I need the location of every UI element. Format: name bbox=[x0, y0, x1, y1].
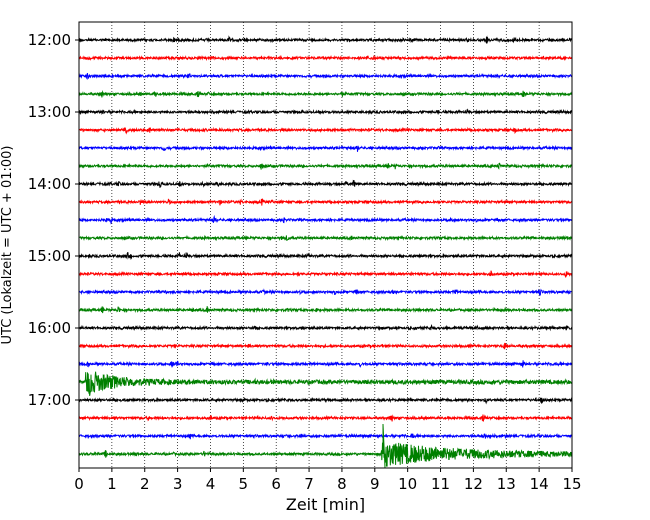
y-axis-label: UTC (Lokalzeit = UTC + 01:00) bbox=[0, 146, 15, 345]
trace-row-19 bbox=[78, 371, 573, 396]
seismic-traces bbox=[78, 35, 573, 469]
x-tick-label: 7 bbox=[304, 475, 314, 493]
x-tick-label: 10 bbox=[398, 475, 417, 493]
trace-row-14 bbox=[78, 288, 573, 296]
x-tick-label: 5 bbox=[239, 475, 249, 493]
trace-row-23 bbox=[78, 423, 573, 469]
x-tick-label: 2 bbox=[140, 475, 150, 493]
x-tick-label: 15 bbox=[562, 475, 581, 493]
trace-row-0 bbox=[78, 35, 573, 45]
y-tick-label: 12:00 bbox=[28, 31, 71, 49]
x-tick-label: 13 bbox=[497, 475, 516, 493]
trace-row-4 bbox=[78, 108, 573, 116]
grid-lines bbox=[111, 22, 540, 468]
trace-row-20 bbox=[78, 396, 573, 405]
trace-row-6 bbox=[78, 144, 573, 152]
trace-row-3 bbox=[78, 89, 573, 98]
x-axis-ticks: 0 1 2 3 4 5 6 7 8 9 10 11 12 13 14 15 bbox=[74, 468, 582, 493]
trace-row-18 bbox=[78, 360, 573, 368]
trace-row-22 bbox=[78, 432, 573, 440]
trace-row-17 bbox=[78, 342, 573, 350]
trace-row-12 bbox=[78, 252, 573, 261]
trace-row-2 bbox=[78, 72, 573, 81]
y-tick-label: 14:00 bbox=[28, 175, 71, 193]
trace-row-8 bbox=[78, 179, 573, 188]
x-axis-label: Zeit [min] bbox=[286, 495, 365, 514]
trace-row-10 bbox=[78, 214, 573, 225]
y-tick-label: 17:00 bbox=[28, 391, 71, 409]
plot-frame bbox=[78, 21, 573, 469]
x-tick-label: 11 bbox=[431, 475, 450, 493]
x-tick-label: 8 bbox=[337, 475, 347, 493]
trace-row-21 bbox=[78, 414, 573, 422]
x-tick-label: 6 bbox=[271, 475, 281, 493]
x-tick-label: 14 bbox=[530, 475, 549, 493]
trace-row-11 bbox=[78, 234, 573, 242]
y-tick-label: 15:00 bbox=[28, 247, 71, 265]
trace-row-16 bbox=[78, 324, 573, 332]
y-tick-label: 16:00 bbox=[28, 319, 71, 337]
y-tick-label: 13:00 bbox=[28, 103, 71, 121]
x-tick-label: 12 bbox=[464, 475, 483, 493]
trace-row-15 bbox=[78, 306, 573, 314]
x-tick-label: 4 bbox=[206, 475, 216, 493]
trace-row-9 bbox=[78, 198, 573, 206]
x-tick-label: 9 bbox=[370, 475, 380, 493]
trace-row-13 bbox=[78, 270, 573, 279]
x-tick-label: 1 bbox=[107, 475, 117, 493]
y-axis-ticks: 12:00 13:00 14:00 15:00 16:00 17:00 bbox=[28, 31, 79, 409]
trace-row-5 bbox=[78, 126, 573, 135]
trace-row-7 bbox=[78, 162, 573, 170]
x-tick-label: 3 bbox=[173, 475, 183, 493]
trace-row-1 bbox=[78, 54, 573, 62]
x-tick-label: 0 bbox=[74, 475, 84, 493]
